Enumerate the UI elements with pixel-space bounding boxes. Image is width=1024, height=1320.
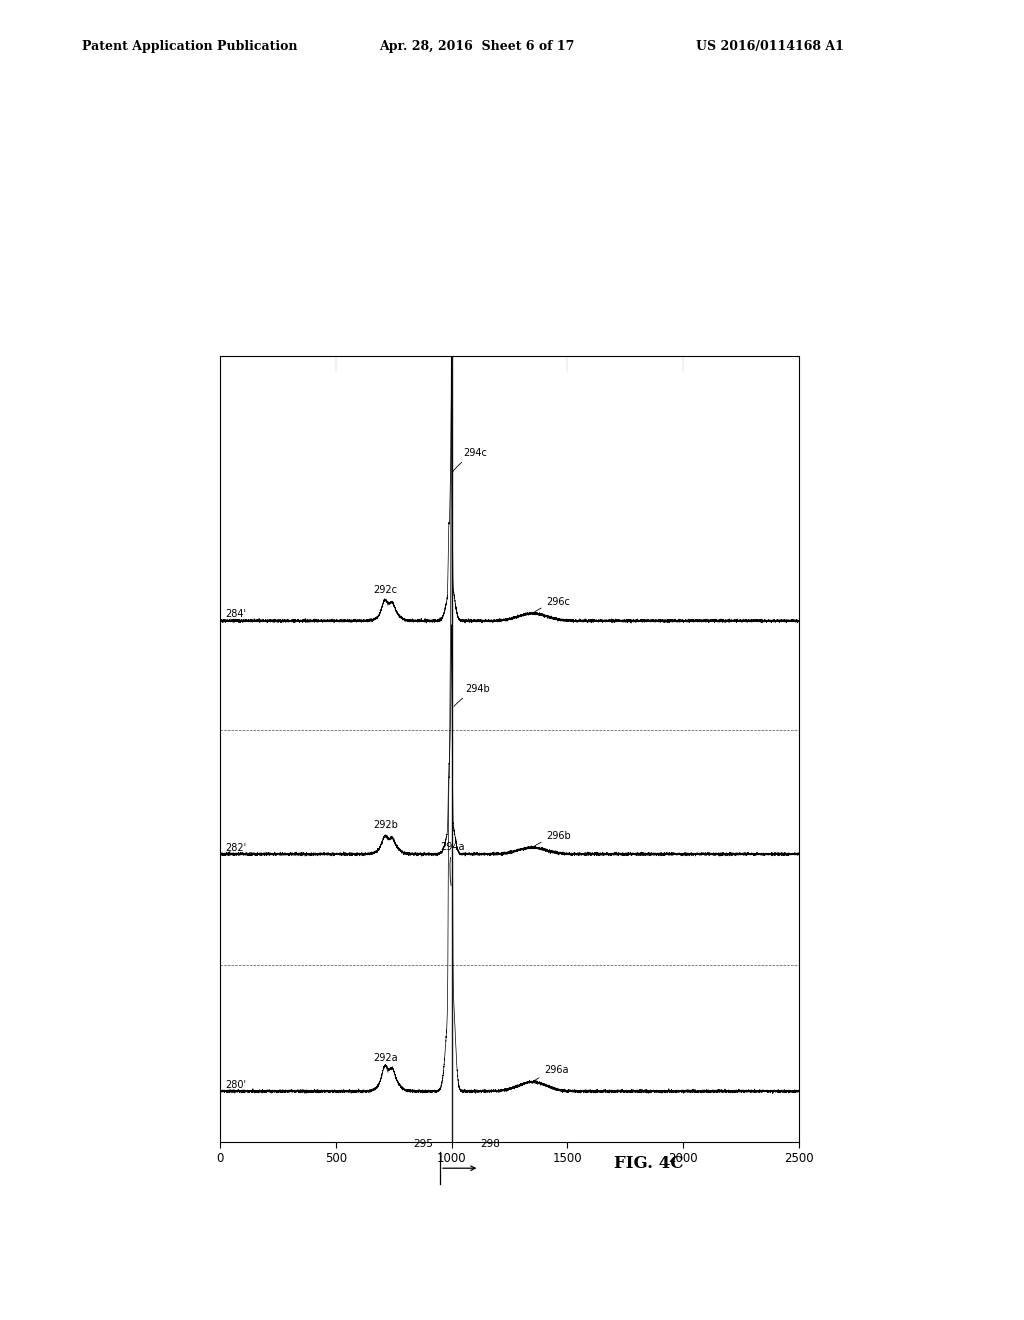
Text: 292b: 292b	[373, 820, 397, 840]
Text: Patent Application Publication: Patent Application Publication	[82, 40, 297, 53]
Text: 296b: 296b	[532, 830, 571, 847]
Text: Apr. 28, 2016  Sheet 6 of 17: Apr. 28, 2016 Sheet 6 of 17	[379, 40, 574, 53]
Text: 292c: 292c	[373, 585, 397, 605]
Text: 294a: 294a	[440, 842, 465, 886]
Text: 294c: 294c	[453, 447, 487, 471]
Text: 296c: 296c	[532, 597, 570, 614]
Text: 284': 284'	[225, 610, 246, 619]
Text: 280': 280'	[225, 1080, 246, 1090]
Text: 296a: 296a	[532, 1065, 568, 1082]
Text: 295: 295	[414, 1139, 433, 1150]
Text: 294b: 294b	[454, 684, 490, 706]
Text: FIG. 4C: FIG. 4C	[614, 1155, 684, 1172]
Text: 282': 282'	[225, 842, 246, 853]
Text: 292a: 292a	[373, 1053, 397, 1072]
Text: US 2016/0114168 A1: US 2016/0114168 A1	[696, 40, 844, 53]
Text: 298: 298	[480, 1139, 501, 1150]
